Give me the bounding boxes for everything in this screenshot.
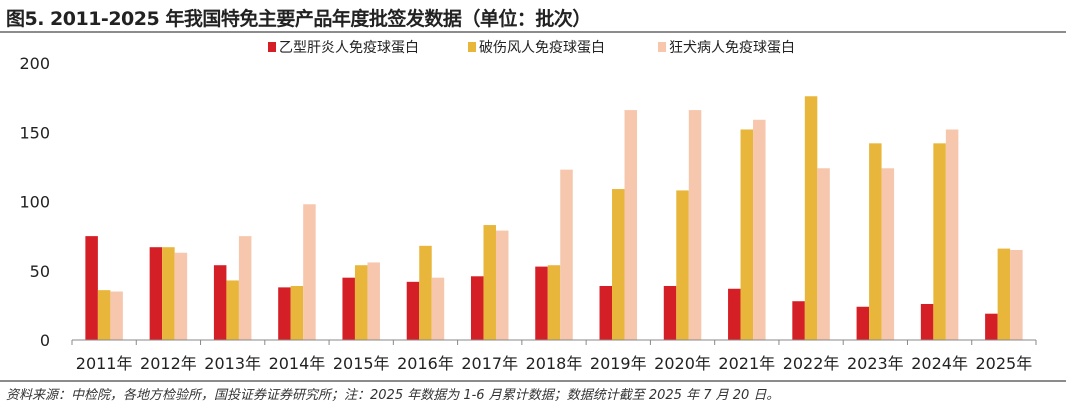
bar-1-2025年 [985, 313, 998, 340]
bar-3-2022年 [817, 168, 830, 340]
bar-2-2016年 [419, 245, 432, 340]
bar-3-2018年 [560, 169, 573, 340]
bar-3-2024年 [945, 129, 959, 340]
source-divider [0, 380, 1066, 382]
title-divider [0, 31, 1066, 33]
source-note: 资料来源：中检院，各地方检验所，国投证券证券研究所；注：2025 年数据为 1-… [6, 388, 780, 403]
bar-1-2017年 [470, 276, 484, 340]
bar-1-2021年 [728, 288, 741, 340]
bar-3-2019年 [624, 110, 638, 340]
y-tick-label: 150 [19, 123, 50, 142]
bar-1-2018年 [535, 266, 548, 340]
bar-3-2012年 [174, 252, 188, 340]
x-tick-label: 2020年 [654, 354, 711, 373]
x-tick-label: 2011年 [76, 354, 133, 373]
x-tick-label: 2017年 [461, 354, 518, 373]
y-tick-label: 50 [30, 262, 50, 281]
bar-2-2013年 [226, 280, 239, 340]
bar-1-2011年 [85, 236, 98, 340]
bar-1-2023年 [856, 306, 870, 340]
x-tick-label: 2019年 [590, 354, 647, 373]
bar-2-2019年 [612, 189, 625, 340]
figure-title: 图5. 2011-2025 年我国特免主要产品年度批签发数据（单位：批次） [6, 8, 591, 30]
bar-2-2024年 [933, 143, 946, 340]
bar-3-2020年 [688, 110, 702, 340]
bar-2-2022年 [804, 96, 818, 341]
bar-2-2014年 [290, 285, 304, 340]
x-tick-label: 2018年 [526, 354, 583, 373]
bar-1-2024年 [920, 303, 934, 340]
x-tick-label: 2015年 [333, 354, 390, 373]
bar-1-2020年 [663, 285, 677, 340]
bar-3-2014年 [303, 204, 316, 340]
legend-swatch-1 [268, 42, 276, 52]
x-tick-label: 2021年 [718, 354, 775, 373]
bar-2-2020年 [676, 190, 689, 340]
bar-3-2025年 [1010, 249, 1023, 340]
bar-2-2015年 [354, 265, 368, 340]
x-tick-label: 2024年 [911, 354, 968, 373]
bar-2-2023年 [869, 143, 882, 340]
x-tick-label: 2023年 [847, 354, 904, 373]
bar-2-2021年 [740, 129, 754, 340]
bar-1-2022年 [792, 301, 805, 340]
bar-2-2017年 [483, 225, 496, 340]
bar-1-2014年 [278, 287, 291, 340]
x-tick-label: 2022年 [783, 354, 840, 373]
y-tick-label: 200 [19, 54, 50, 73]
bar-1-2013年 [213, 265, 227, 340]
bar-2-2012年 [162, 247, 175, 340]
bar-3-2011年 [110, 291, 123, 340]
bar-2-2025年 [997, 248, 1011, 340]
bar-1-2016年 [406, 281, 420, 340]
bar-3-2017年 [495, 230, 509, 340]
bar-1-2019年 [599, 285, 613, 340]
bar-3-2021年 [753, 119, 766, 340]
bar-chart: 0 50 100 150 200 2011年 2012年 2013年 2014年 2015年 201… [19, 40, 1037, 373]
bar-3-2023年 [881, 168, 895, 340]
legend-label-1: 乙型肝炎人免疫球蛋白 [279, 40, 419, 56]
x-tick-label: 2016年 [397, 354, 454, 373]
bar-3-2015年 [367, 262, 380, 340]
x-tick-label: 2013年 [204, 354, 261, 373]
x-tick-label: 2012年 [140, 354, 197, 373]
bar-2-2011年 [97, 290, 111, 340]
bar-1-2012年 [149, 247, 163, 340]
y-tick-label: 0 [40, 331, 50, 350]
x-tick-label: 2025年 [975, 354, 1032, 373]
bar-1-2015年 [342, 277, 355, 340]
legend-label-2: 破伤风人免疫球蛋白 [479, 40, 605, 56]
y-tick-label: 100 [19, 193, 50, 212]
x-tick-label: 2014年 [269, 354, 326, 373]
bar-3-2013年 [238, 236, 252, 340]
legend-label-3: 狂犬病人免疫球蛋白 [669, 40, 795, 56]
legend-swatch-2 [468, 42, 476, 52]
bar-2-2018年 [547, 265, 561, 340]
bar-3-2016年 [431, 277, 445, 340]
legend-swatch-3 [658, 42, 666, 52]
